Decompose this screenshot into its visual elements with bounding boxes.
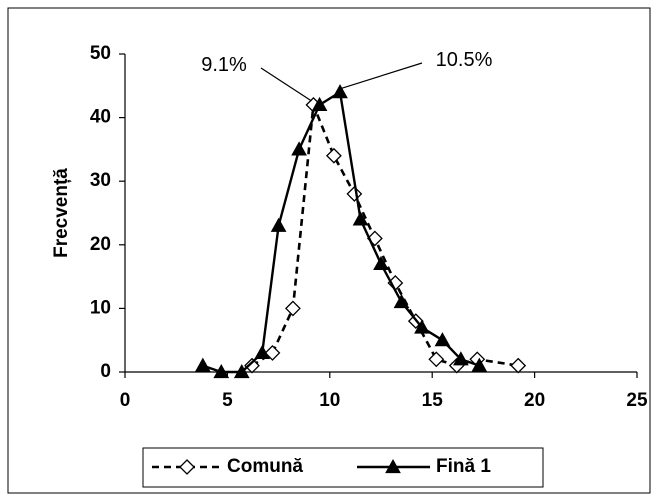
legend-marker-triangle [385, 458, 401, 474]
data-point-triangle [270, 217, 287, 232]
data-point-triangle [291, 141, 307, 156]
x-tick-label: 0 [120, 390, 131, 411]
data-point-diamond [428, 351, 445, 368]
x-tick-label: 20 [524, 390, 545, 411]
annotation-label: 10.5% [436, 49, 493, 71]
legend-label: Comună [227, 456, 303, 477]
legend: Comună Fină 1 [142, 447, 544, 488]
data-point-triangle [233, 363, 250, 379]
legend-box [142, 447, 544, 488]
legend-label: Fină 1 [436, 456, 491, 477]
data-point-triangle [373, 255, 389, 270]
data-point-triangle [311, 96, 328, 111]
series-2 [194, 84, 488, 379]
data-point-diamond [325, 147, 342, 164]
y-tick-label: 0 [100, 361, 111, 382]
data-point-triangle [352, 211, 369, 226]
data-point-diamond [285, 300, 301, 317]
chart-border [7, 7, 651, 494]
y-tick-label: 50 [90, 43, 111, 64]
data-point-diamond [264, 345, 281, 361]
legend-item-fina-1: Fină 1 [357, 456, 491, 477]
data-point-triangle [434, 332, 451, 347]
y-tick-label: 30 [90, 170, 111, 191]
data-point-diamond [510, 357, 527, 374]
data-point-triangle [453, 351, 469, 366]
data-point-diamond [244, 357, 260, 374]
y-tick-label: 10 [90, 297, 111, 318]
annotation-leader-line [260, 67, 312, 102]
x-tick-label: 25 [626, 390, 648, 411]
x-tick-label: 5 [222, 390, 233, 411]
legend-item-comuna: Comună [152, 456, 303, 477]
y-axis-label: Frecvență [51, 168, 72, 258]
annotation-leader-line [341, 62, 423, 89]
y-tick-label: 40 [90, 107, 111, 128]
data-point-triangle [414, 319, 430, 334]
data-point-triangle [254, 344, 271, 360]
x-tick-label: 10 [319, 390, 340, 411]
legend-marker-diamond [179, 459, 195, 475]
annotation-label: 9.1% [201, 54, 247, 76]
data-point-triangle [213, 363, 230, 379]
x-tick-label: 15 [422, 390, 444, 411]
y-tick-label: 20 [90, 234, 111, 255]
data-point-triangle [471, 357, 488, 372]
series-1 [244, 96, 527, 374]
data-point-triangle [393, 294, 410, 309]
data-point-triangle [332, 84, 348, 99]
data-point-triangle [194, 357, 211, 372]
